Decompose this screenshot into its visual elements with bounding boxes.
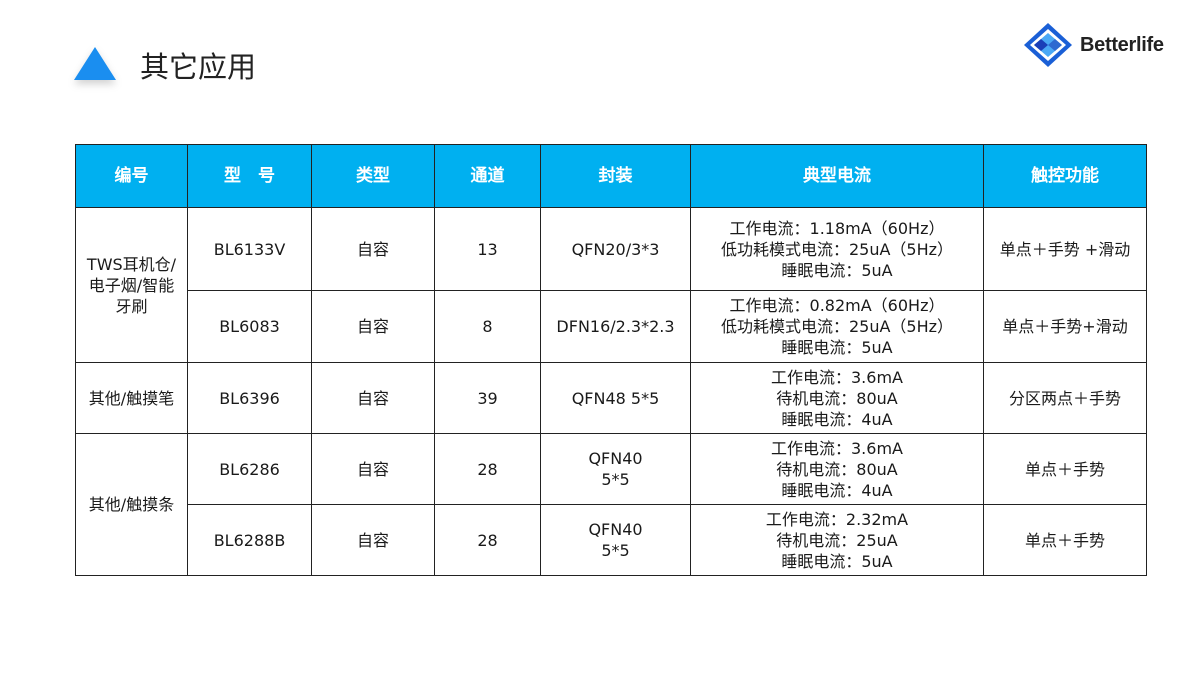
type-cell: 自容	[311, 290, 435, 363]
function-cell: 单点＋手势 +滑动	[983, 207, 1147, 291]
logo-text: Betterlife	[1080, 33, 1164, 56]
type-cell: 自容	[311, 207, 435, 291]
channels-cell: 13	[434, 207, 541, 291]
category-cell: 其他/触摸笔	[75, 362, 188, 434]
column-header: 类型	[311, 144, 435, 208]
category-cell: 其他/触摸条	[75, 433, 188, 576]
betterlife-logo-icon	[1024, 23, 1072, 67]
model-cell: BL6083	[187, 290, 312, 363]
column-header: 封装	[540, 144, 691, 208]
function-cell: 单点＋手势+滑动	[983, 290, 1147, 363]
channels-cell: 8	[434, 290, 541, 363]
package-cell: QFN40 5*5	[540, 433, 691, 505]
model-cell: BL6396	[187, 362, 312, 434]
function-cell: 单点＋手势	[983, 433, 1147, 505]
table-row: 其他/触摸条 BL6286 自容 28 QFN40 5*5 工作电流：3.6mA 待机电流…	[75, 433, 1147, 576]
model-cell: BL6133V	[187, 207, 312, 291]
model-cell: BL6288B	[187, 504, 312, 576]
type-cell: 自容	[311, 504, 435, 576]
channels-cell: 28	[434, 433, 541, 505]
package-cell: QFN48 5*5	[540, 362, 691, 434]
current-cell: 工作电流：0.82mA（60Hz） 低功耗模式电流：25uA（5Hz） 睡眠电流…	[690, 290, 984, 363]
current-cell: 工作电流：2.32mA 待机电流：25uA 睡眠电流：5uA	[690, 504, 984, 576]
channels-cell: 39	[434, 362, 541, 434]
table-row: BL6288B 自容 28 QFN40 5*5 工作电流：2.32mA 待机电流：25u…	[76, 504, 1147, 576]
current-cell: 工作电流：3.6mA 待机电流：80uA 睡眠电流：4uA	[690, 362, 984, 434]
package-cell: QFN20/3*3	[540, 207, 691, 291]
column-header: 型 号	[187, 144, 312, 208]
function-cell: 分区两点＋手势	[983, 362, 1147, 434]
type-cell: 自容	[311, 433, 435, 505]
function-cell: 单点＋手势	[983, 504, 1147, 576]
current-cell: 工作电流：3.6mA 待机电流：80uA 睡眠电流：4uA	[690, 433, 984, 505]
column-header: 触控功能	[983, 144, 1147, 208]
package-cell: QFN40 5*5	[540, 504, 691, 576]
channels-cell: 28	[434, 504, 541, 576]
title-triangle-icon	[74, 47, 116, 80]
current-cell: 工作电流：1.18mA（60Hz） 低功耗模式电流：25uA（5Hz） 睡眠电流…	[690, 207, 984, 291]
table-row: BL6083 自容 8 DFN16/2.3*2.3 工作电流：0.82mA（60Hz） …	[76, 290, 1147, 363]
package-cell: DFN16/2.3*2.3	[540, 290, 691, 363]
column-header: 通道	[434, 144, 541, 208]
model-cell: BL6286	[187, 433, 312, 505]
column-header: 典型电流	[690, 144, 984, 208]
table-row: TWS耳机仓/ 电子烟/智能 牙刷 BL6133V 自容 13 QFN20/3*3 工作电…	[75, 207, 1147, 363]
category-cell: TWS耳机仓/ 电子烟/智能 牙刷	[75, 207, 188, 363]
product-table: 编号型 号类型 通道 封装 典型电流 触控功能 TWS耳机仓/ 电子烟/智能 牙刷 BL6…	[75, 144, 1147, 576]
column-header: 编号	[75, 144, 188, 208]
type-cell: 自容	[311, 362, 435, 434]
table-row: 其他/触摸笔 BL6396 自容 39 QFN48 5*5 工作电流：3.6mA 待机电流…	[75, 362, 1147, 434]
page-title: 其它应用	[140, 50, 257, 84]
logo: Betterlife	[1022, 22, 1164, 68]
